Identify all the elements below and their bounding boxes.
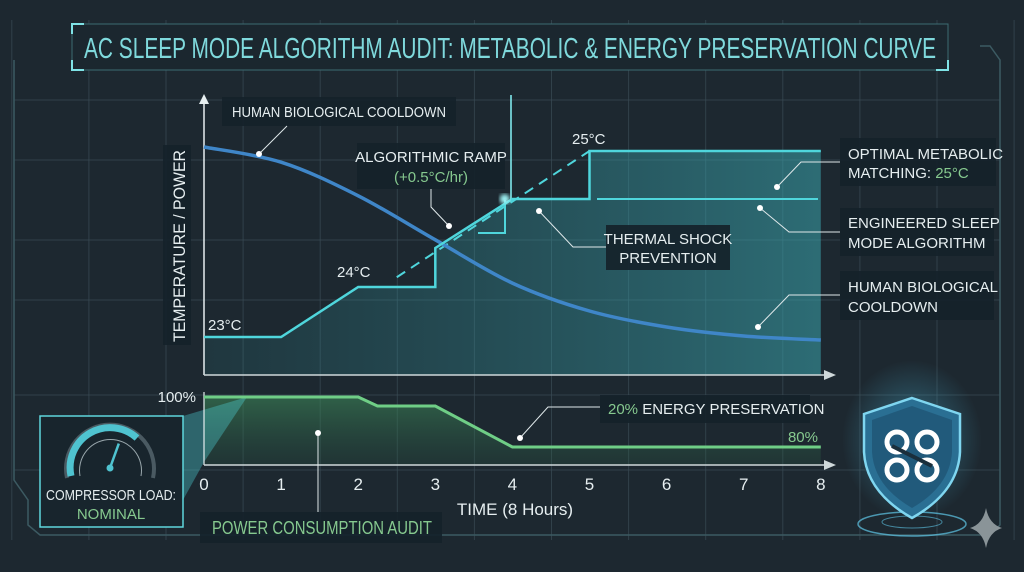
outer-frame: [13, 45, 1001, 536]
title-banner: AC SLEEP MODE ALGORITHM AUDIT: METABOLIC…: [71, 23, 949, 71]
svg-text:MATCHING: 25°C: MATCHING: 25°C: [848, 165, 969, 182]
y-axis-label-box: [163, 145, 191, 345]
gauge-status: NOMINAL: [77, 506, 145, 523]
x-tick-label: 8: [816, 475, 825, 494]
sleep-mode-line: [204, 149, 821, 339]
callout-engineered-sleep-mode: ENGINEERED SLEEP MODE ALGORITHM: [757, 205, 1000, 256]
label-100-percent: 100%: [158, 389, 196, 406]
x-tick-label: 0: [199, 475, 208, 494]
x-tick-label: 7: [739, 475, 748, 494]
svg-text:(+0.5°C/hr): (+0.5°C/hr): [394, 169, 468, 186]
callout-energy-preservation: 20% ENERGY PRESERVATION: [517, 395, 824, 441]
sleep-mode-area-fill: [204, 151, 821, 375]
intersection-glow: [499, 194, 510, 204]
x-axis-label: TIME (8 Hours): [457, 500, 573, 519]
label-24c: 24°C: [337, 264, 371, 281]
label-80-percent: 80%: [788, 429, 818, 446]
callout-thermal-shock-prevention: THERMAL SHOCK PREVENTION: [536, 208, 732, 270]
gauge-projection-beam: [183, 397, 247, 500]
svg-text:MODE ALGORITHM: MODE ALGORITHM: [848, 235, 986, 252]
compressor-gauge-panel: COMPRESSOR LOAD: NOMINAL: [39, 415, 184, 528]
thermal-shock-bracket: [478, 200, 506, 234]
y-axis-arrow: [199, 94, 209, 104]
shield-knot-logo-icon: [842, 360, 982, 537]
x-tick-label: 5: [585, 475, 594, 494]
x-tick-label: 4: [508, 475, 517, 494]
svg-text:POWER CONSUMPTION AUDIT: POWER CONSUMPTION AUDIT: [212, 518, 432, 538]
algorithmic-ramp-dashed-line: [396, 150, 591, 279]
label-25c: 25°C: [572, 131, 606, 148]
x-axis-bottom-arrow: [824, 460, 836, 470]
svg-text:PREVENTION: PREVENTION: [619, 250, 717, 267]
gauge-label: COMPRESSOR LOAD:: [46, 487, 176, 504]
svg-text:COOLDOWN: COOLDOWN: [848, 299, 938, 316]
svg-text:ENGINEERED SLEEP: ENGINEERED SLEEP: [848, 215, 1000, 232]
chart-title: AC SLEEP MODE ALGORITHM AUDIT: METABOLIC…: [84, 33, 936, 65]
callout-algorithmic-ramp: ALGORITHMIC RAMP (+0.5°C/hr): [355, 143, 507, 229]
y-axis-label: TEMPERATURE / POWER: [170, 150, 189, 342]
svg-text:THERMAL SHOCK: THERMAL SHOCK: [604, 231, 733, 248]
svg-text:HUMAN BIOLOGICAL: HUMAN BIOLOGICAL: [848, 279, 998, 296]
human-cooldown-line: [203, 145, 821, 342]
power-consumption-line: [204, 395, 821, 449]
x-tick-label: 6: [662, 475, 671, 494]
callout-human-cooldown-right: HUMAN BIOLOGICAL COOLDOWN: [755, 271, 998, 330]
svg-text:OPTIMAL METABOLIC: OPTIMAL METABOLIC: [848, 146, 1003, 163]
callout-human-cooldown-top: HUMAN BIOLOGICAL COOLDOWN: [222, 97, 456, 157]
callout-power-consumption-audit: POWER CONSUMPTION AUDIT: [200, 430, 442, 543]
label-23c: 23°C: [208, 317, 242, 334]
callout-optimal-metabolic-matching: OPTIMAL METABOLIC MATCHING: 25°C: [774, 138, 1003, 190]
svg-text:20% ENERGY PRESERVATION: 20% ENERGY PRESERVATION: [608, 401, 824, 418]
svg-text:HUMAN BIOLOGICAL COOLDOWN: HUMAN BIOLOGICAL COOLDOWN: [232, 104, 446, 121]
x-tick-label: 2: [353, 475, 362, 494]
sparkle-icon: [970, 508, 1002, 548]
speedometer-gauge-icon: [64, 422, 156, 479]
x-tick-label: 1: [276, 475, 285, 494]
x-tick-labels: 0 1 2 3 4 5 6 7 8: [199, 475, 825, 494]
x-tick-label: 3: [431, 475, 440, 494]
x-axis-top-arrow: [824, 370, 836, 380]
svg-text:ALGORITHMIC RAMP: ALGORITHMIC RAMP: [355, 149, 507, 166]
